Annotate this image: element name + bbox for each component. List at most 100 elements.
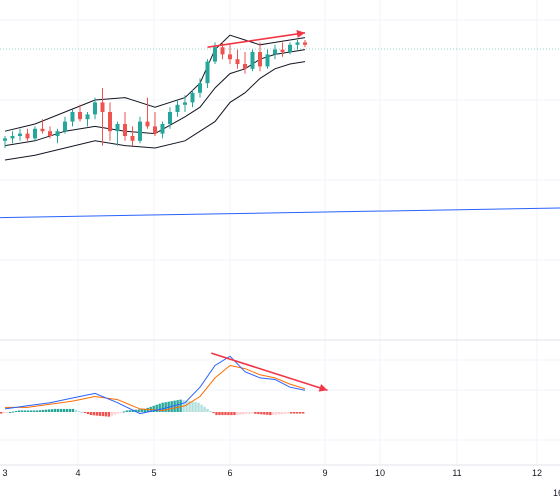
macd-trendline-arrow[interactable] — [211, 352, 328, 392]
hist-bar-36 — [107, 412, 111, 417]
candle-body — [130, 136, 135, 141]
candle-body — [145, 121, 150, 127]
hist-bar-6 — [17, 410, 21, 412]
candle-body — [123, 124, 127, 136]
hist-bar-75 — [224, 412, 227, 416]
candle-body — [10, 136, 15, 139]
macd-trend-shaft — [211, 352, 328, 392]
grid-lines — [0, 0, 560, 465]
hist-bar-8 — [23, 410, 27, 412]
candle-body — [288, 44, 292, 52]
hist-bar-35 — [104, 412, 108, 417]
candle-body — [228, 54, 232, 60]
candle-27 — [205, 59, 210, 88]
signal-line — [5, 364, 306, 411]
candle-body — [25, 133, 30, 139]
hist-bar-90 — [269, 412, 272, 416]
hist-bar-29 — [86, 412, 90, 415]
candle-15 — [115, 121, 120, 146]
candle-5 — [40, 119, 45, 134]
hist-bar-52 — [155, 404, 158, 412]
time-tick-6: 6 — [227, 468, 232, 478]
band-middle-line — [4, 49, 306, 147]
candle-3 — [25, 128, 30, 141]
hist-bar-47 — [140, 409, 143, 412]
candle-14 — [108, 102, 112, 141]
horizontal-trend-line[interactable] — [0, 207, 560, 219]
candle-38 — [288, 42, 292, 55]
time-axis-partial-label: 16 — [553, 488, 560, 498]
hist-bar-27 — [80, 412, 84, 413]
hist-bar-77 — [230, 412, 233, 416]
candle-body — [3, 138, 7, 141]
hist-bar-83 — [248, 412, 251, 414]
candle-body — [273, 49, 277, 55]
macd-lines — [4, 355, 306, 415]
hist-bar-65 — [194, 402, 197, 412]
hist-bar-34 — [101, 412, 105, 417]
hist-bar-91 — [272, 412, 275, 415]
hist-bar-26 — [77, 410, 81, 412]
hist-bar-31 — [92, 412, 96, 416]
hist-bar-96 — [287, 412, 290, 414]
hist-bar-88 — [263, 412, 266, 415]
hist-bar-81 — [242, 412, 245, 415]
hist-bar-59 — [176, 400, 179, 412]
candle-26 — [198, 78, 202, 98]
price-trendline-arrow[interactable] — [207, 30, 306, 48]
time-tick-5: 5 — [151, 468, 156, 478]
candle-body — [153, 126, 157, 134]
hist-bar-45 — [134, 409, 137, 412]
hist-bar-32 — [95, 412, 99, 416]
candle-body — [265, 54, 270, 67]
hist-bar-93 — [278, 412, 281, 415]
candle-12 — [93, 97, 97, 120]
hist-bar-71 — [212, 412, 215, 414]
time-tick-3: 3 — [2, 468, 7, 478]
hist-bar-16 — [47, 409, 51, 412]
candle-10 — [78, 104, 82, 122]
candle-body — [183, 102, 187, 105]
hist-bar-92 — [275, 412, 278, 415]
hist-bar-70 — [209, 410, 212, 412]
hist-bar-43 — [128, 410, 131, 412]
hist-bar-97 — [290, 412, 293, 414]
candle-body — [280, 49, 285, 52]
hist-bar-84 — [251, 412, 254, 414]
hist-bar-5 — [14, 410, 18, 412]
price-trend-head — [296, 30, 305, 38]
hist-bar-94 — [281, 412, 284, 415]
hist-bar-80 — [239, 412, 242, 415]
hist-bar-101 — [302, 412, 305, 414]
candle-21 — [160, 121, 165, 139]
candle-body — [18, 133, 22, 136]
candle-39 — [295, 40, 300, 50]
hist-bar-99 — [296, 412, 299, 414]
hist-bar-86 — [257, 412, 260, 415]
candle-body — [100, 102, 105, 112]
hist-bar-21 — [62, 408, 66, 412]
hist-bar-22 — [65, 408, 69, 412]
hist-bar-39 — [116, 412, 120, 414]
hist-bar-82 — [245, 412, 248, 415]
candle-body — [138, 121, 142, 141]
candle-body — [303, 42, 307, 45]
hist-bar-14 — [41, 409, 45, 412]
candle-32 — [243, 52, 247, 74]
hist-bar-9 — [26, 410, 30, 412]
hist-bar-40 — [119, 412, 122, 413]
time-tick-9: 9 — [322, 468, 327, 478]
candle-body — [243, 64, 247, 69]
time-axis: 3 4 5 6 9 10 11 12 — [2, 468, 542, 478]
hist-bar-100 — [299, 412, 302, 414]
candle-13 — [100, 88, 105, 146]
candle-0 — [3, 136, 7, 148]
hist-bar-66 — [197, 402, 200, 412]
hist-bar-79 — [236, 412, 239, 415]
candle-body — [63, 121, 67, 132]
candle-body — [48, 131, 52, 136]
hist-bar-49 — [146, 407, 149, 412]
hist-bar-95 — [284, 412, 287, 414]
candle-20 — [153, 112, 157, 136]
